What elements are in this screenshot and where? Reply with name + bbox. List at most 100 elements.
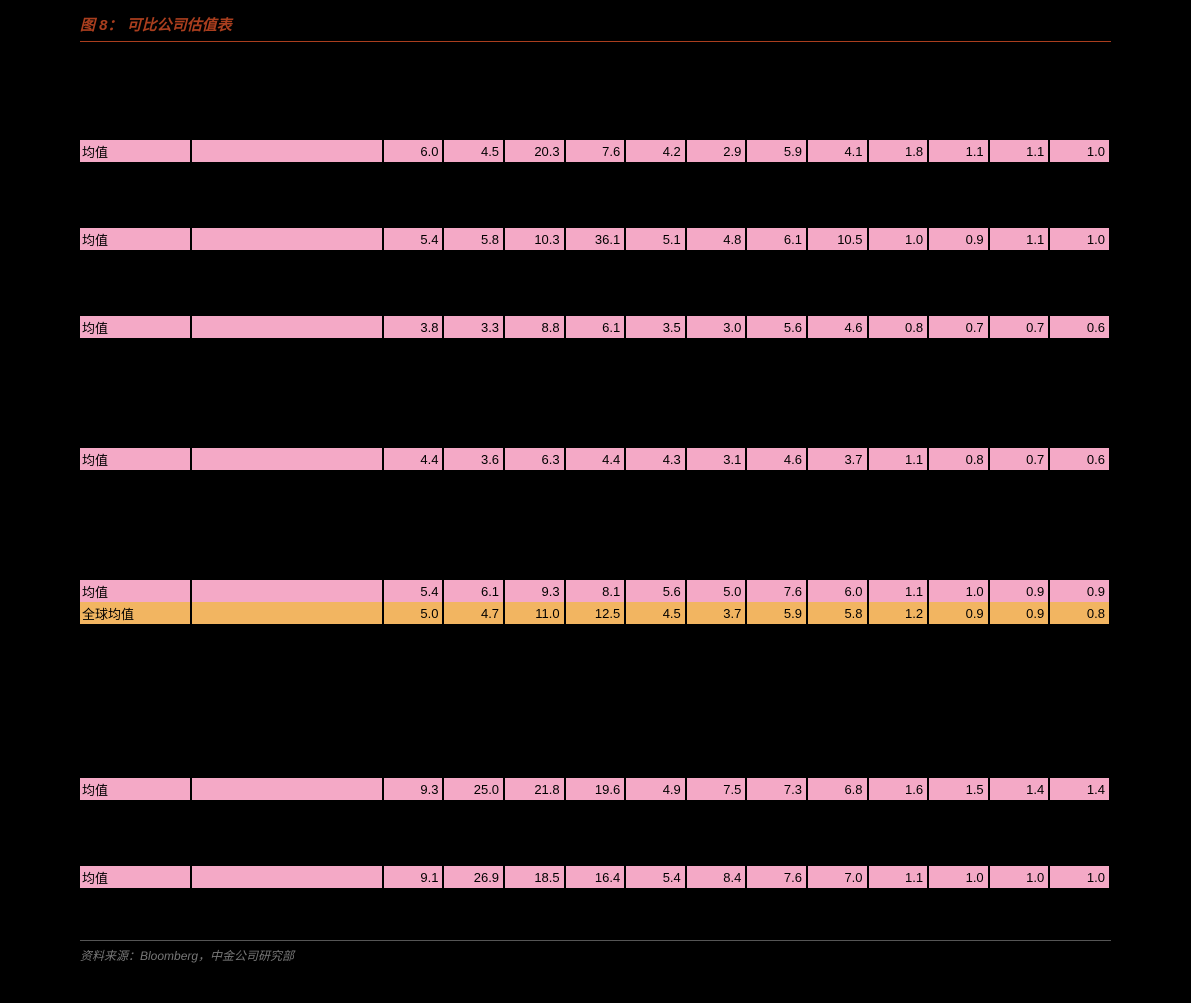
blank-row bbox=[80, 96, 1110, 118]
value-cell: 1.1 bbox=[989, 228, 1050, 250]
value-cell: 6.1 bbox=[746, 228, 807, 250]
value-cell: 0.7 bbox=[928, 316, 989, 338]
value-cell: 10.5 bbox=[807, 228, 868, 250]
value-cell: 4.3 bbox=[625, 448, 686, 470]
row-label: 全球均值 bbox=[80, 602, 191, 624]
value-cell: 0.9 bbox=[989, 602, 1050, 624]
value-cell: 5.6 bbox=[746, 316, 807, 338]
value-cell: 0.6 bbox=[1049, 448, 1110, 470]
blank-row bbox=[80, 294, 1110, 316]
row-spacer bbox=[191, 316, 383, 338]
value-cell: 26.9 bbox=[443, 866, 504, 888]
value-cell: 1.0 bbox=[1049, 228, 1110, 250]
blank-row bbox=[80, 888, 1110, 910]
blank-row bbox=[80, 800, 1110, 822]
value-cell: 3.7 bbox=[686, 602, 747, 624]
value-cell: 4.5 bbox=[625, 602, 686, 624]
value-cell: 8.1 bbox=[565, 580, 626, 602]
row-label: 均值 bbox=[80, 448, 191, 470]
value-cell: 3.0 bbox=[686, 316, 747, 338]
blank-row bbox=[80, 404, 1110, 426]
value-cell: 6.1 bbox=[565, 316, 626, 338]
value-cell: 7.3 bbox=[746, 778, 807, 800]
value-cell: 7.6 bbox=[746, 580, 807, 602]
value-cell: 4.6 bbox=[746, 448, 807, 470]
value-cell: 5.8 bbox=[443, 228, 504, 250]
row-label: 均值 bbox=[80, 140, 191, 162]
blank-row bbox=[80, 184, 1110, 206]
value-cell: 3.1 bbox=[686, 448, 747, 470]
value-cell: 18.5 bbox=[504, 866, 565, 888]
blank-row bbox=[80, 514, 1110, 536]
value-cell: 4.8 bbox=[686, 228, 747, 250]
row-label: 均值 bbox=[80, 316, 191, 338]
value-cell: 12.5 bbox=[565, 602, 626, 624]
value-cell: 1.0 bbox=[868, 228, 929, 250]
row-spacer bbox=[191, 778, 383, 800]
blank-row bbox=[80, 646, 1110, 668]
value-cell: 3.3 bbox=[443, 316, 504, 338]
value-cell: 4.9 bbox=[625, 778, 686, 800]
blank-row bbox=[80, 162, 1110, 184]
blank-row bbox=[80, 426, 1110, 448]
blank-row bbox=[80, 74, 1110, 96]
value-cell: 25.0 bbox=[443, 778, 504, 800]
row-spacer bbox=[191, 228, 383, 250]
value-cell: 0.6 bbox=[1049, 316, 1110, 338]
table-row: 均值6.04.520.37.64.22.95.94.11.81.11.11.0 bbox=[80, 140, 1110, 162]
value-cell: 1.1 bbox=[868, 580, 929, 602]
value-cell: 7.6 bbox=[746, 866, 807, 888]
value-cell: 9.3 bbox=[383, 778, 444, 800]
value-cell: 5.9 bbox=[746, 602, 807, 624]
value-cell: 5.4 bbox=[383, 580, 444, 602]
table-row: 均值5.46.19.38.15.65.07.66.01.11.00.90.9 bbox=[80, 580, 1110, 602]
blank-row bbox=[80, 470, 1110, 492]
value-cell: 0.9 bbox=[1049, 580, 1110, 602]
value-cell: 9.3 bbox=[504, 580, 565, 602]
value-cell: 3.8 bbox=[383, 316, 444, 338]
blank-row bbox=[80, 624, 1110, 646]
value-cell: 1.4 bbox=[989, 778, 1050, 800]
value-cell: 0.8 bbox=[928, 448, 989, 470]
blank-row bbox=[80, 734, 1110, 756]
value-cell: 1.1 bbox=[868, 448, 929, 470]
value-cell: 6.3 bbox=[504, 448, 565, 470]
blank-row bbox=[80, 558, 1110, 580]
data-source: 资料来源：Bloomberg，中金公司研究部 bbox=[80, 940, 1111, 964]
blank-row bbox=[80, 668, 1110, 690]
page: 图 8： 可比公司估值表 均值6.04.520.37.64.22.95.94.1… bbox=[0, 0, 1191, 1003]
value-cell: 5.4 bbox=[625, 866, 686, 888]
value-cell: 7.0 bbox=[807, 866, 868, 888]
value-cell: 4.7 bbox=[443, 602, 504, 624]
table-row: 均值3.83.38.86.13.53.05.64.60.80.70.70.6 bbox=[80, 316, 1110, 338]
value-cell: 3.5 bbox=[625, 316, 686, 338]
value-cell: 5.1 bbox=[625, 228, 686, 250]
table-row: 均值9.126.918.516.45.48.47.67.01.11.01.01.… bbox=[80, 866, 1110, 888]
value-cell: 4.4 bbox=[565, 448, 626, 470]
value-cell: 5.6 bbox=[625, 580, 686, 602]
value-cell: 4.6 bbox=[807, 316, 868, 338]
value-cell: 9.1 bbox=[383, 866, 444, 888]
blank-row bbox=[80, 206, 1110, 228]
blank-row bbox=[80, 118, 1110, 140]
table-row: 均值9.325.021.819.64.97.57.36.81.61.51.41.… bbox=[80, 778, 1110, 800]
value-cell: 1.0 bbox=[928, 866, 989, 888]
valuation-table-wrapper: 均值6.04.520.37.64.22.95.94.11.81.11.11.0均… bbox=[80, 52, 1111, 932]
row-spacer bbox=[191, 580, 383, 602]
blank-row bbox=[80, 536, 1110, 558]
value-cell: 1.6 bbox=[868, 778, 929, 800]
value-cell: 5.0 bbox=[383, 602, 444, 624]
value-cell: 1.0 bbox=[1049, 866, 1110, 888]
table-row: 均值5.45.810.336.15.14.86.110.51.00.91.11.… bbox=[80, 228, 1110, 250]
figure-label: 图 8： bbox=[80, 17, 123, 34]
row-label: 均值 bbox=[80, 778, 191, 800]
value-cell: 1.5 bbox=[928, 778, 989, 800]
value-cell: 16.4 bbox=[565, 866, 626, 888]
value-cell: 4.1 bbox=[807, 140, 868, 162]
value-cell: 6.0 bbox=[383, 140, 444, 162]
figure-title: 图 8： 可比公司估值表 bbox=[80, 0, 1111, 42]
blank-row bbox=[80, 360, 1110, 382]
row-spacer bbox=[191, 866, 383, 888]
value-cell: 3.7 bbox=[807, 448, 868, 470]
value-cell: 5.0 bbox=[686, 580, 747, 602]
